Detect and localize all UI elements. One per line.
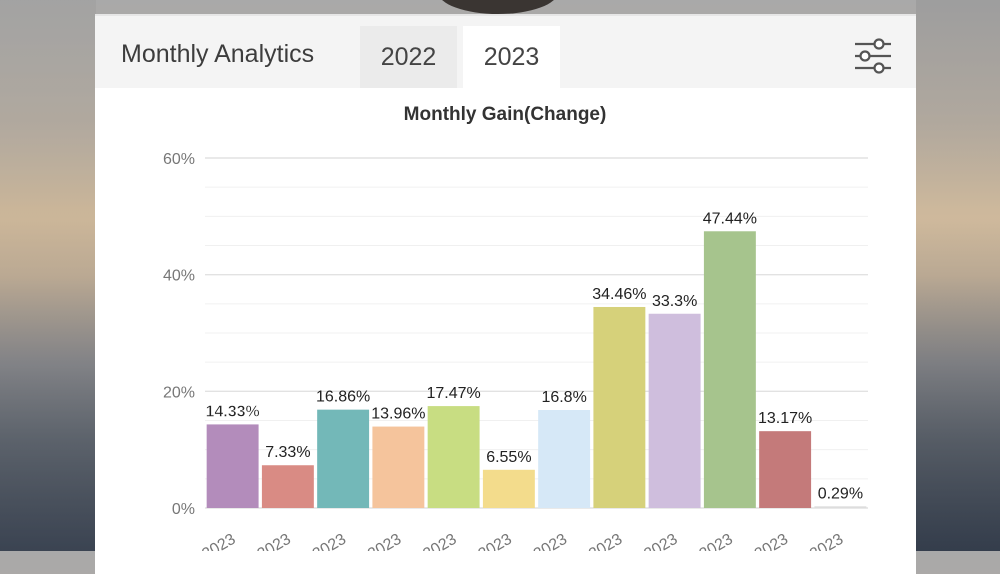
x-tick-label: 2023 <box>752 531 791 551</box>
x-tick-label: 2023 <box>476 531 515 551</box>
y-tick-label: 0% <box>172 501 195 518</box>
data-label: 6.55% <box>486 449 531 466</box>
x-tick-label: 2023 <box>199 531 238 551</box>
x-tick-label: 2023 <box>420 531 459 551</box>
data-label: 47.44% <box>703 210 757 227</box>
chart-grid <box>205 157 868 509</box>
data-label: 16.8% <box>541 389 586 406</box>
y-tick-label: 20% <box>163 384 195 401</box>
data-label: 34.46% <box>592 286 646 303</box>
chart-bars <box>206 231 867 508</box>
data-label: 14.33% <box>205 403 259 420</box>
data-label: 13.17% <box>758 410 812 427</box>
bar[interactable] <box>261 465 314 508</box>
bar[interactable] <box>593 306 646 508</box>
y-axis-ticks: 0% 20% 40% 60% <box>163 151 195 518</box>
bar[interactable] <box>648 313 701 508</box>
tab-2023[interactable]: 2023 <box>463 26 560 88</box>
data-label: 0.29% <box>818 485 863 502</box>
bar[interactable] <box>482 469 535 508</box>
bar[interactable] <box>703 231 756 508</box>
chart-data-labels: 14.33% 7.33% 16.86%13.96%17.47% 6.55% 16.8% 3… <box>205 210 863 502</box>
monthly-gain-chart: Monthly Gain(Change) 0% 20% 40% 60% 14.33% 7… <box>163 104 868 551</box>
x-tick-label: 2023 <box>586 531 625 551</box>
x-tick-label: 2023 <box>807 531 846 551</box>
background-person-head <box>438 0 558 14</box>
page-title: Monthly Analytics <box>121 40 315 68</box>
bar[interactable] <box>759 431 812 508</box>
background-window-left <box>0 0 96 551</box>
sliders-icon <box>855 38 891 74</box>
background-window-right <box>916 0 1000 551</box>
bar[interactable] <box>206 424 259 508</box>
filter-button[interactable] <box>851 36 895 76</box>
bar[interactable] <box>538 410 591 508</box>
data-label: 16.86% <box>316 389 370 406</box>
x-axis-ticks: 2023 2023 2023 2023 2023 2023 2023 2023 2023 2023… <box>199 531 846 551</box>
x-tick-label: 2023 <box>255 531 294 551</box>
y-tick-label: 40% <box>163 268 195 285</box>
data-label: 7.33% <box>265 444 310 461</box>
card-header: Monthly Analytics 2022 2023 <box>95 14 916 88</box>
y-tick-label: 60% <box>163 151 195 168</box>
x-tick-label: 2023 <box>531 531 570 551</box>
bar[interactable] <box>814 506 867 508</box>
data-label: 33.3% <box>652 293 697 310</box>
x-tick-label: 2023 <box>365 531 404 551</box>
bar[interactable] <box>427 406 480 508</box>
x-tick-label: 2023 <box>697 531 736 551</box>
x-tick-label: 2023 <box>641 531 680 551</box>
chart-title: Monthly Gain(Change) <box>404 104 607 125</box>
data-label: 13.96% <box>371 406 425 423</box>
data-label: 17.47% <box>426 385 480 402</box>
x-tick-label: 2023 <box>310 531 349 551</box>
analytics-card: Monthly Analytics 2022 2023 Monthly Gain… <box>95 14 916 574</box>
tab-2022[interactable]: 2022 <box>360 26 457 88</box>
bar[interactable] <box>372 426 425 508</box>
bar[interactable] <box>317 409 370 508</box>
